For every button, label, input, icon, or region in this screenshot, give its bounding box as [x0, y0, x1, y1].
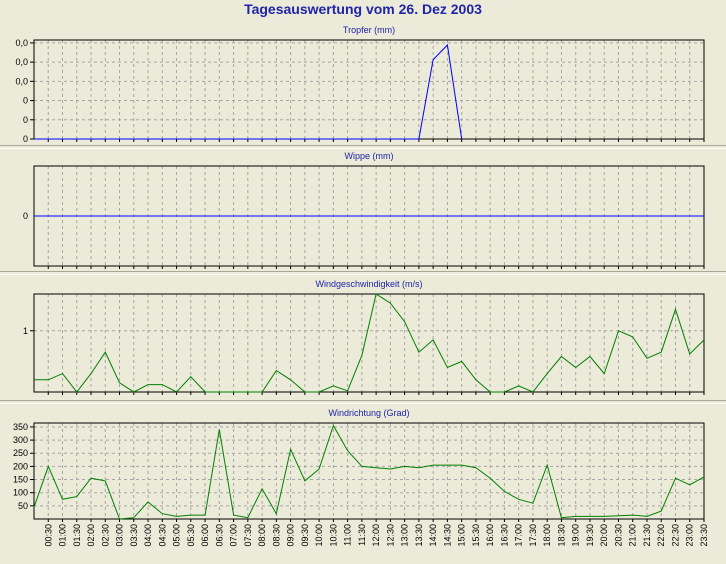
- y-tick-label: 250: [13, 448, 28, 458]
- series-line: [34, 43, 463, 140]
- x-tick-label: 21:30: [642, 524, 652, 547]
- series-line: [33, 424, 705, 520]
- x-tick-label: 20:00: [599, 524, 609, 547]
- series-line: [34, 293, 705, 393]
- x-tick-label: 07:00: [229, 524, 239, 547]
- chart-title: Wippe (mm): [345, 151, 394, 161]
- x-tick-label: 13:30: [414, 524, 424, 547]
- x-tick-label: 01:00: [58, 524, 68, 547]
- y-tick-label: 0,0: [15, 38, 28, 48]
- x-tick-label: 02:30: [100, 524, 110, 547]
- y-tick-label: 0: [23, 134, 28, 144]
- x-tick-label: 05:30: [186, 524, 196, 547]
- x-tick-label: 14:30: [442, 524, 452, 547]
- x-tick-label: 17:00: [514, 524, 524, 547]
- y-tick-label: 1: [23, 326, 28, 336]
- plot-frame: [33, 293, 705, 393]
- x-tick-label: 22:00: [656, 524, 666, 547]
- x-tick-label: 12:00: [371, 524, 381, 547]
- y-tick-label: 350: [13, 422, 28, 432]
- x-tick-label: 02:00: [86, 524, 96, 547]
- y-tick-label: 0,0: [15, 57, 28, 67]
- x-tick-label: 10:30: [328, 524, 338, 547]
- page-title: Tagesauswertung vom 26. Dez 2003: [244, 1, 482, 17]
- x-tick-label: 19:00: [571, 524, 581, 547]
- plot-frame: [33, 422, 705, 520]
- chart-title: Windgeschwindigkeit (m/s): [315, 279, 422, 289]
- x-tick-label: 12:30: [385, 524, 395, 547]
- x-tick-label: 15:30: [471, 524, 481, 547]
- y-tick-label: 200: [13, 461, 28, 471]
- x-tick-label: 18:00: [542, 524, 552, 547]
- x-tick-label: 04:30: [157, 524, 167, 547]
- x-tick-label: 03:30: [129, 524, 139, 547]
- x-tick-label: 05:00: [172, 524, 182, 547]
- x-tick-label: 11:30: [357, 524, 367, 546]
- x-tick-label: 20:30: [613, 524, 623, 547]
- y-tick-label: 0,0: [15, 76, 28, 86]
- x-tick-label: 06:30: [214, 524, 224, 547]
- x-tick-label: 13:00: [400, 524, 410, 547]
- x-tick-label: 08:00: [257, 524, 267, 547]
- chart-title: Windrichtung (Grad): [328, 408, 409, 418]
- x-tick-label: 14:00: [428, 524, 438, 547]
- x-tick-label: 16:00: [485, 524, 495, 547]
- x-tick-label: 03:00: [115, 524, 125, 547]
- panel-divider: [0, 400, 726, 404]
- x-tick-label: 08:30: [271, 524, 281, 547]
- y-tick-label: 0: [23, 115, 28, 125]
- y-tick-label: 0: [23, 96, 28, 106]
- x-tick-label: 06:00: [200, 524, 210, 547]
- x-tick-label: 18:30: [556, 524, 566, 547]
- x-tick-label: 09:30: [300, 524, 310, 547]
- x-tick-label: 07:30: [243, 524, 253, 547]
- x-tick-label: 23:00: [685, 524, 695, 547]
- chart-title: Tropfer (mm): [343, 25, 395, 35]
- y-tick-label: 0: [23, 211, 28, 221]
- x-tick-label: 10:00: [314, 524, 324, 547]
- x-tick-label: 17:30: [528, 524, 538, 547]
- x-tick-label: 22:30: [670, 524, 680, 547]
- x-tick-label: 21:00: [628, 524, 638, 547]
- y-tick-label: 300: [13, 435, 28, 445]
- x-tick-label: 19:30: [585, 524, 595, 547]
- x-tick-label: 23:30: [699, 524, 709, 547]
- x-tick-label: 11:00: [343, 524, 353, 546]
- y-tick-label: 150: [13, 475, 28, 485]
- panel-divider: [0, 271, 726, 275]
- y-tick-label: 100: [13, 488, 28, 498]
- x-tick-label: 00:30: [43, 524, 53, 547]
- plot-frame: [33, 39, 705, 140]
- x-tick-label: 15:00: [457, 524, 467, 547]
- x-tick-label: 09:00: [286, 524, 296, 547]
- x-tick-label: 04:00: [143, 524, 153, 547]
- y-tick-label: 50: [18, 501, 28, 511]
- panel-divider: [0, 145, 726, 149]
- x-tick-label: 16:30: [499, 524, 509, 547]
- x-tick-label: 01:30: [72, 524, 82, 547]
